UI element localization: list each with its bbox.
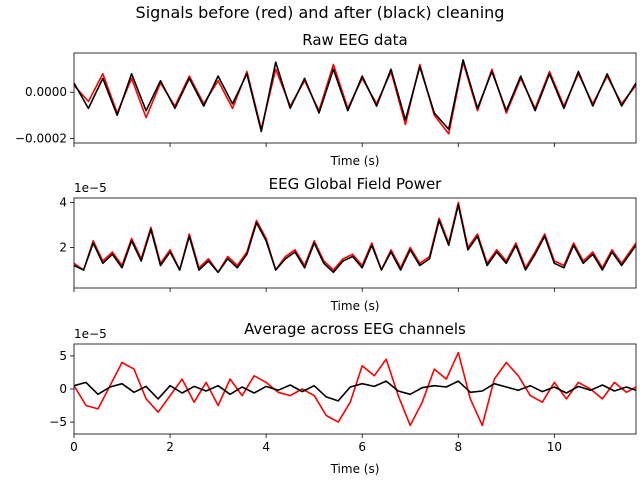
chart-average-eeg: Average across EEG channels Time (s) 1e−…	[49, 320, 637, 476]
y-tick-label: 5	[59, 349, 67, 363]
axes-frame	[73, 197, 637, 289]
x-tick-label: 6	[358, 440, 366, 454]
series-line-after	[74, 59, 636, 133]
x-tick-label: 2	[166, 440, 174, 454]
x-tick-label: 8	[454, 440, 462, 454]
series-line-after	[74, 380, 636, 402]
y-offset-label: 1e−5	[74, 327, 107, 341]
chart-title: EEG Global Field Power	[269, 175, 443, 193]
x-tick-label: 0	[70, 440, 78, 454]
plot-area	[74, 351, 636, 427]
chart-global-field-power: EEG Global Field Power Time (s) 1e−5 2 4	[59, 175, 637, 313]
chart-title: Raw EEG data	[302, 31, 407, 49]
y-tick-label: −0.0002	[15, 131, 67, 145]
y-tick-label: 0.0000	[25, 85, 67, 99]
y-tick-label: −5	[49, 415, 67, 429]
chart-title: Average across EEG channels	[244, 320, 466, 338]
y-offset-label: 1e−5	[74, 181, 107, 195]
x-tick-label: 4	[262, 440, 270, 454]
series-line-after	[74, 204, 636, 274]
x-axis-label: Time (s)	[330, 154, 380, 168]
y-tick-label: 2	[59, 241, 67, 255]
plot-area	[74, 201, 636, 274]
plot-area	[74, 59, 636, 135]
x-axis-label: Time (s)	[330, 299, 380, 313]
y-tick-label: 4	[59, 196, 67, 210]
x-tick-label: 10	[547, 440, 562, 454]
chart-raw-eeg: Raw EEG data Time (s) 0.0000 −0.0002	[15, 31, 637, 168]
figure-suptitle: Signals before (red) and after (black) c…	[136, 3, 505, 22]
series-line-before	[74, 351, 636, 427]
y-tick-label: 0	[59, 382, 67, 396]
axes-frame	[73, 52, 637, 144]
series-line-before	[74, 201, 636, 274]
series-line-before	[74, 61, 636, 135]
x-axis-label: Time (s)	[330, 462, 380, 476]
